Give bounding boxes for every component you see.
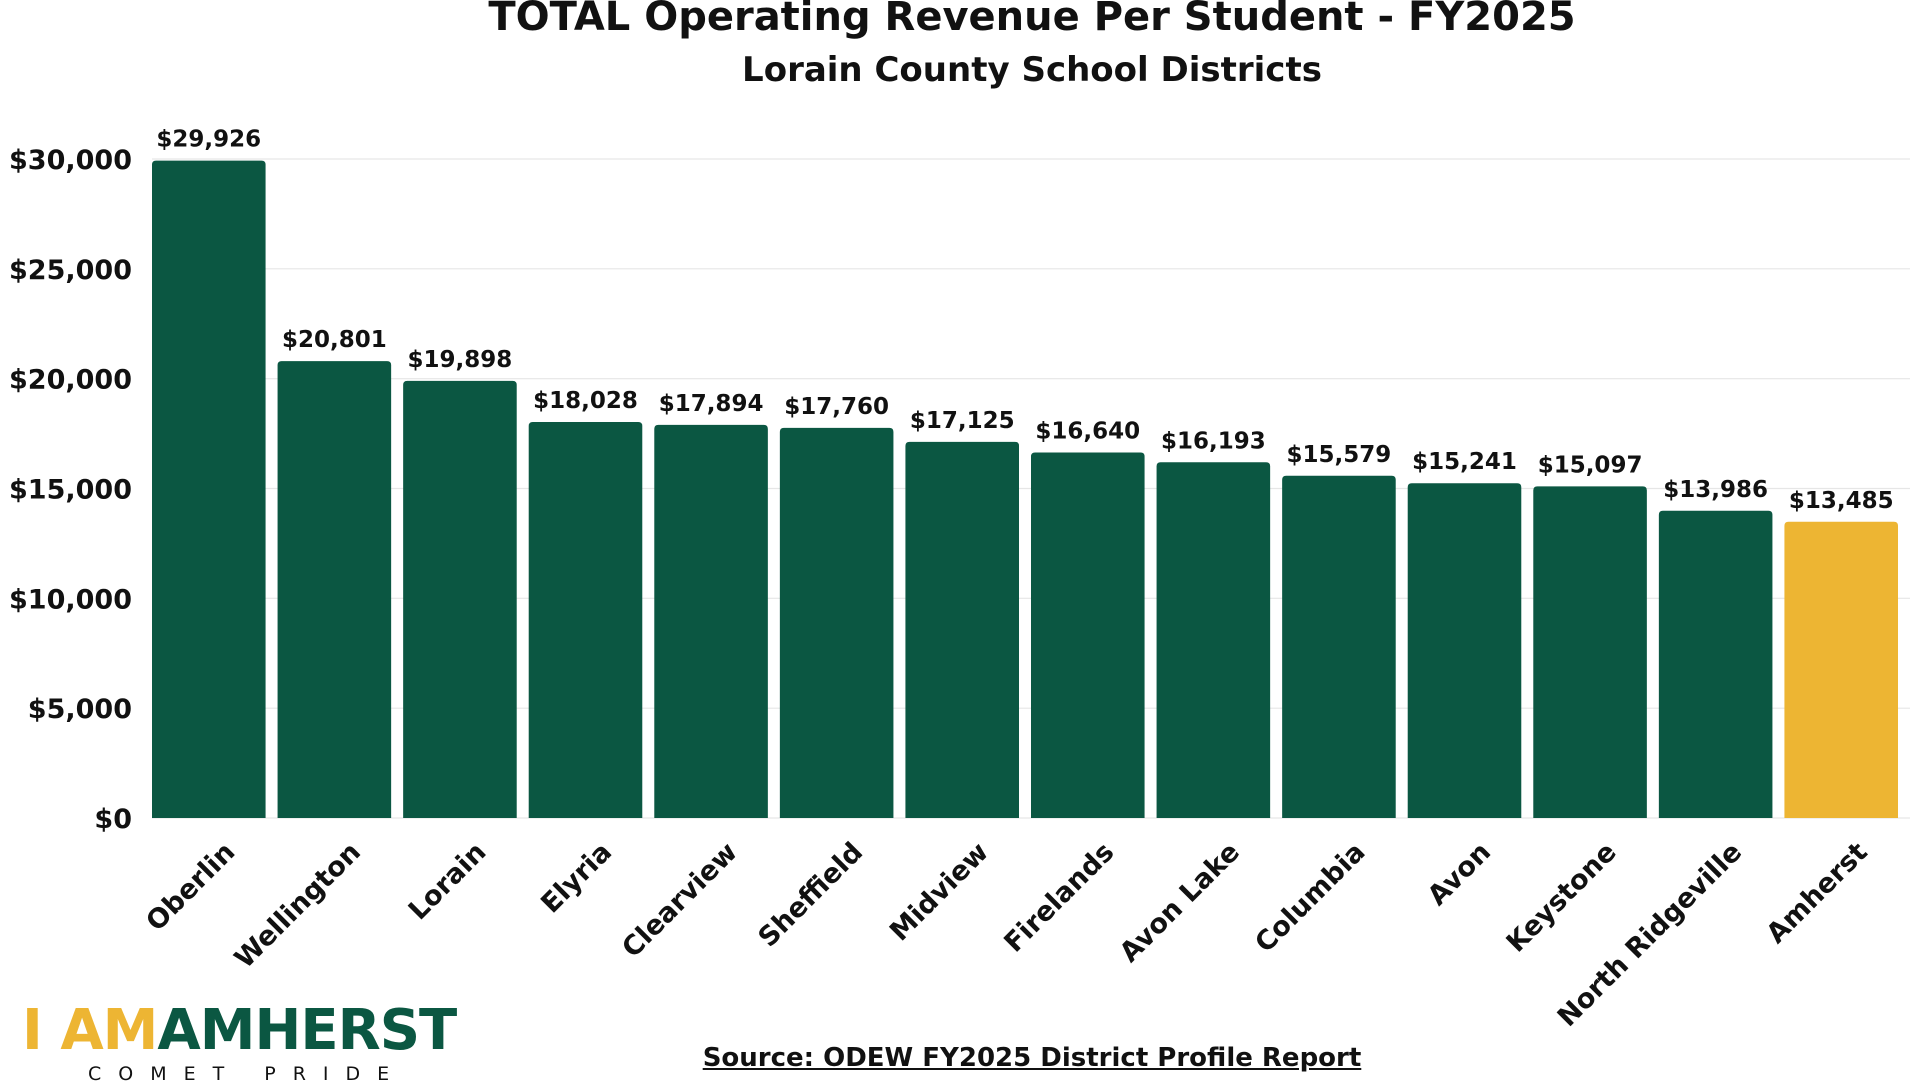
bar-value-label: $16,640 [1035,418,1140,444]
bar [1282,475,1396,818]
x-tick-label: Wellington [229,837,367,975]
x-tick-label: Oberlin [140,837,241,938]
bar-value-label: $15,097 [1538,452,1643,478]
bar-value-label: $15,241 [1412,449,1517,475]
x-tick-label: Firelands [998,837,1120,959]
bar-highlight [1784,521,1898,818]
y-tick-label: $20,000 [9,365,132,396]
y-tick-label: $0 [94,804,132,835]
y-tick-label: $25,000 [9,255,132,286]
bar [403,380,517,818]
bar-value-label: $20,801 [282,327,387,353]
x-tick-label: Amherst [1761,837,1874,950]
x-tick-label: Avon [1422,837,1497,912]
bar [1533,486,1647,818]
bar [1407,483,1522,818]
x-tick-label: Sheffield [752,837,869,954]
x-tick-label: Midview [884,837,995,948]
bar [905,441,1019,818]
x-tick-label: Avon Lake [1114,837,1246,969]
bar [277,361,392,818]
bar-value-label: $17,894 [659,391,764,417]
x-tick-label: Lorain [403,837,493,927]
logo-wordmark: I AMAMHERST [22,1003,457,1059]
y-tick-label: $30,000 [9,145,132,176]
y-tick-label: $10,000 [9,584,132,615]
bar-value-label: $18,028 [533,388,638,414]
bar-value-label: $17,125 [910,408,1015,434]
bar [152,160,266,818]
bars [152,160,1898,818]
y-axis-tick-labels: $0 $5,000 $10,000 $15,000 $20,000 $25,000 $30,… [9,145,132,835]
x-tick-label: Clearview [616,837,743,964]
bar [1156,462,1271,818]
bar [779,427,894,818]
bar-value-label: $29,926 [156,127,261,153]
chart-title: TOTAL Operating Revenue Per Student - FY… [488,0,1576,40]
y-tick-label: $15,000 [9,475,132,506]
bar-value-label: $13,485 [1789,488,1894,514]
y-tick-label: $5,000 [28,694,132,725]
bar-value-label: $13,986 [1663,477,1768,503]
bar-value-label: $19,898 [408,347,513,373]
x-tick-label: Elyria [535,837,618,920]
bar [1658,510,1773,818]
bar [654,424,768,818]
bar-value-label: $16,193 [1161,428,1266,454]
logo-i-am: I AM [22,998,158,1063]
bar [1031,452,1145,818]
x-tick-label: Keystone [1501,837,1623,959]
x-tick-label: Columbia [1249,837,1371,959]
bar-value-label: $17,760 [784,394,889,420]
chart-subtitle: Lorain County School Districts [742,50,1322,90]
bar-value-label: $15,579 [1287,442,1392,468]
bar-value-labels: $29,926 $20,801 $19,898 $18,028 $17,894 $17,7… [156,127,1893,514]
bar [528,421,643,818]
logo-amherst: AMHERST [157,998,457,1063]
source-note: Source: ODEW FY2025 District Profile Rep… [702,1043,1362,1073]
